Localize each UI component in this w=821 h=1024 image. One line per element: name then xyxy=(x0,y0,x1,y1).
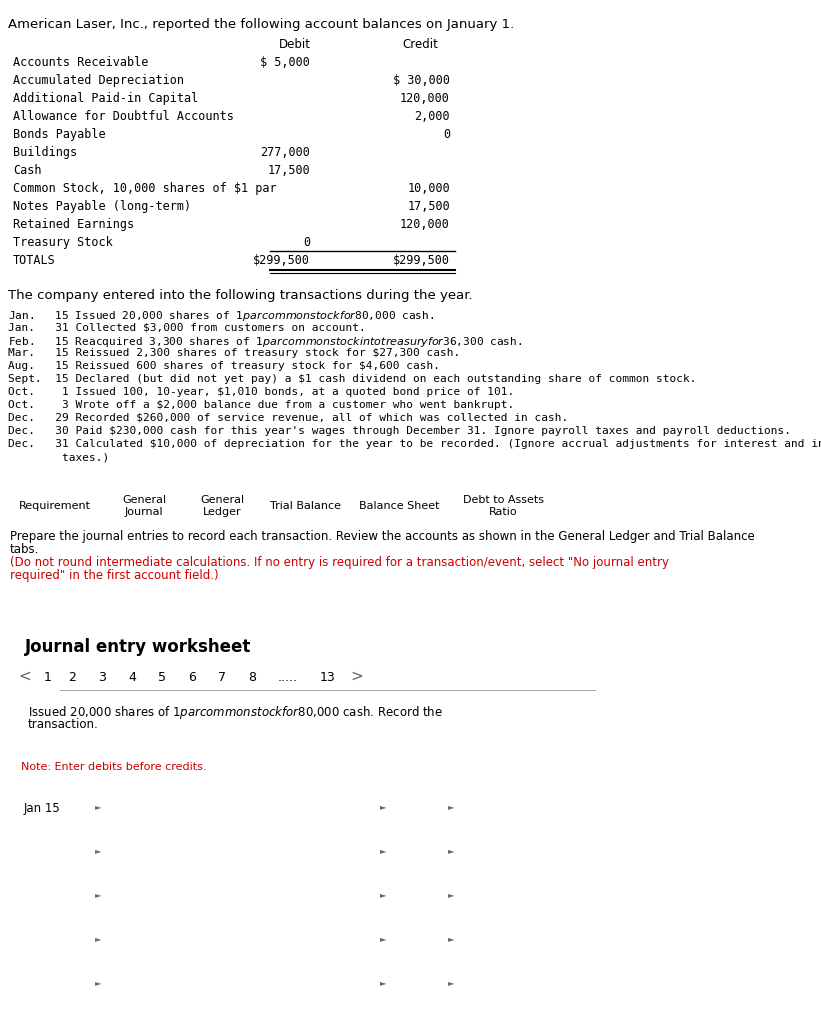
Text: Credit: Credit xyxy=(459,783,499,796)
Text: 0: 0 xyxy=(303,236,310,249)
Text: Sept.  15 Declared (but did not yet pay) a $1 cash dividend on each outstanding : Sept. 15 Declared (but did not yet pay) … xyxy=(8,374,696,384)
Text: Dec.   30 Paid $230,000 cash for this year's wages through December 31. Ignore p: Dec. 30 Paid $230,000 cash for this year… xyxy=(8,426,791,436)
Text: ►: ► xyxy=(95,802,102,811)
Text: 0: 0 xyxy=(443,128,450,141)
Text: Issued 20,000 shares of $1 par common stock for $80,000 cash. Record the: Issued 20,000 shares of $1 par common st… xyxy=(28,705,443,721)
Text: Jan.   31 Collected $3,000 from customers on account.: Jan. 31 Collected $3,000 from customers … xyxy=(8,322,365,332)
Text: ►: ► xyxy=(95,978,102,987)
Text: ►: ► xyxy=(380,846,387,855)
Text: taxes.): taxes.) xyxy=(8,452,109,462)
Text: General: General xyxy=(200,495,244,505)
Text: 4: 4 xyxy=(128,671,135,684)
Text: 10,000: 10,000 xyxy=(407,182,450,195)
Text: 3: 3 xyxy=(98,671,106,684)
Text: Retained Earnings: Retained Earnings xyxy=(13,218,134,231)
Text: Bonds Payable: Bonds Payable xyxy=(13,128,106,141)
Text: Trial Balance: Trial Balance xyxy=(269,501,341,511)
Text: Dec.   29 Recorded $260,000 of service revenue, all of which was collected in ca: Dec. 29 Recorded $260,000 of service rev… xyxy=(8,413,568,423)
Text: ►: ► xyxy=(380,802,387,811)
Text: Date: Date xyxy=(40,783,71,796)
Text: ►: ► xyxy=(448,890,455,899)
Text: 6: 6 xyxy=(188,671,196,684)
Text: Treasury Stock: Treasury Stock xyxy=(13,236,112,249)
Text: ►: ► xyxy=(380,1022,387,1024)
Text: 17,500: 17,500 xyxy=(407,200,450,213)
Text: Jan.   15 Issued 20,000 shares of $1 par common stock for $80,000 cash.: Jan. 15 Issued 20,000 shares of $1 par c… xyxy=(8,309,434,323)
Text: ►: ► xyxy=(448,1022,455,1024)
Text: ►: ► xyxy=(448,846,455,855)
Text: Dec.   31 Calculated $10,000 of depreciation for the year to be recorded. (Ignor: Dec. 31 Calculated $10,000 of depreciati… xyxy=(8,439,821,449)
Text: Note: Enter debits before credits.: Note: Enter debits before credits. xyxy=(21,762,207,772)
Text: 277,000: 277,000 xyxy=(260,146,310,159)
Text: 2,000: 2,000 xyxy=(415,110,450,123)
Text: ►: ► xyxy=(380,934,387,943)
Text: required" in the first account field.): required" in the first account field.) xyxy=(10,569,218,582)
Text: tabs.: tabs. xyxy=(10,543,39,556)
Text: ►: ► xyxy=(95,890,102,899)
Text: ►: ► xyxy=(448,978,455,987)
Text: ►: ► xyxy=(95,1022,102,1024)
Text: Ratio: Ratio xyxy=(488,507,517,517)
Text: General Journal: General Journal xyxy=(183,783,286,796)
Text: Credit: Credit xyxy=(402,38,438,51)
Text: Feb.   15 Reacquired 3,300 shares of $1 par common stock into treasury for $36,3: Feb. 15 Reacquired 3,300 shares of $1 pa… xyxy=(8,335,522,349)
Text: Mar.   15 Reissued 2,300 shares of treasury stock for $27,300 cash.: Mar. 15 Reissued 2,300 shares of treasur… xyxy=(8,348,461,358)
Text: $ 5,000: $ 5,000 xyxy=(260,56,310,69)
Text: Debit: Debit xyxy=(393,783,429,796)
Text: 120,000: 120,000 xyxy=(400,92,450,105)
Text: 5: 5 xyxy=(158,671,166,684)
Text: Oct.    1 Issued 100, 10-year, $1,010 bonds, at a quoted bond price of 101.: Oct. 1 Issued 100, 10-year, $1,010 bonds… xyxy=(8,387,514,397)
Text: Debit: Debit xyxy=(279,38,311,51)
Text: 2: 2 xyxy=(68,671,76,684)
Text: Common Stock, 10,000 shares of $1 par: Common Stock, 10,000 shares of $1 par xyxy=(13,182,277,195)
Text: Accumulated Depreciation: Accumulated Depreciation xyxy=(13,74,184,87)
Text: ►: ► xyxy=(448,934,455,943)
Text: Requirement: Requirement xyxy=(19,501,91,511)
Text: Prepare the journal entries to record each transaction. Review the accounts as s: Prepare the journal entries to record ea… xyxy=(10,530,754,543)
Text: ►: ► xyxy=(380,978,387,987)
Text: ►: ► xyxy=(95,934,102,943)
Text: Notes Payable (long-term): Notes Payable (long-term) xyxy=(13,200,191,213)
Text: TOTALS: TOTALS xyxy=(13,254,56,267)
Text: <: < xyxy=(18,669,30,684)
Text: (Do not round intermediate calculations. If no entry is required for a transacti: (Do not round intermediate calculations.… xyxy=(10,556,669,569)
Text: >: > xyxy=(350,669,363,684)
Text: .....: ..... xyxy=(278,671,298,684)
Text: Aug.   15 Reissued 600 shares of treasury stock for $4,600 cash.: Aug. 15 Reissued 600 shares of treasury … xyxy=(8,361,440,371)
Text: 120,000: 120,000 xyxy=(400,218,450,231)
Text: Journal entry worksheet: Journal entry worksheet xyxy=(25,638,251,656)
Text: Allowance for Doubtful Accounts: Allowance for Doubtful Accounts xyxy=(13,110,234,123)
Text: ►: ► xyxy=(95,846,102,855)
Text: Ledger: Ledger xyxy=(203,507,241,517)
Text: Accounts Receivable: Accounts Receivable xyxy=(13,56,149,69)
Text: Oct.    3 Wrote off a $2,000 balance due from a customer who went bankrupt.: Oct. 3 Wrote off a $2,000 balance due fr… xyxy=(8,400,514,410)
Text: transaction.: transaction. xyxy=(28,718,99,731)
Text: Debt to Assets: Debt to Assets xyxy=(462,495,544,505)
Text: Cash: Cash xyxy=(13,164,42,177)
Text: $299,500: $299,500 xyxy=(253,254,310,267)
Text: 8: 8 xyxy=(248,671,256,684)
Text: Additional Paid-in Capital: Additional Paid-in Capital xyxy=(13,92,198,105)
Text: $ 30,000: $ 30,000 xyxy=(393,74,450,87)
Text: Buildings: Buildings xyxy=(13,146,77,159)
Text: 13: 13 xyxy=(320,671,336,684)
Text: American Laser, Inc., reported the following account balances on January 1.: American Laser, Inc., reported the follo… xyxy=(8,18,514,31)
Text: ►: ► xyxy=(380,890,387,899)
Text: Balance Sheet: Balance Sheet xyxy=(359,501,439,511)
Text: 17,500: 17,500 xyxy=(268,164,310,177)
Text: General: General xyxy=(122,495,166,505)
Text: View transaction list: View transaction list xyxy=(9,597,146,610)
Text: ►: ► xyxy=(448,802,455,811)
Text: Jan 15: Jan 15 xyxy=(24,802,61,815)
Text: 1: 1 xyxy=(44,671,52,684)
Text: Journal: Journal xyxy=(125,507,163,517)
Text: The company entered into the following transactions during the year.: The company entered into the following t… xyxy=(8,289,473,302)
Text: 7: 7 xyxy=(218,671,226,684)
Text: $299,500: $299,500 xyxy=(393,254,450,267)
